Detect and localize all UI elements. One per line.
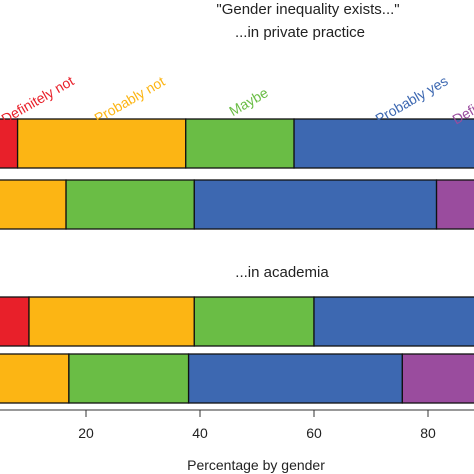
bar-segment-maybe [193,296,315,347]
chart-subtitle-academia: ...in academia [235,264,329,281]
bar-segment-probably-yes [187,353,404,404]
x-tick-label: 20 [78,425,94,441]
bar-segment-maybe [68,353,190,404]
bar-segment-definitely-yes [401,353,474,404]
bar-segment-probably-yes [193,179,438,230]
category-label-definitely-yes: Definitely yes [449,72,474,127]
bar-segment-probably-not [0,353,70,404]
bar-segment-maybe [65,179,195,230]
chart-title: "Gender inequality exists..." [216,1,399,18]
x-tick-label: 40 [192,425,208,441]
bars-layer [0,118,474,404]
x-axis-label: Percentage by gender [187,457,325,473]
bar-segment-definitely-not [0,296,30,347]
bar-segment-definitely-not [0,118,19,169]
x-tick-label: 60 [306,425,322,441]
bar-segment-maybe [185,118,295,169]
bar-segment-probably-not [16,118,187,169]
category-label-probably-not: Probably not [91,73,167,126]
bar-segment-probably-yes [313,296,474,347]
bar-segment-probably-yes [293,118,474,169]
bar-segment-probably-not [28,296,195,347]
x-tick-label: 80 [420,425,436,441]
bar-segment-definitely-yes [435,179,474,230]
chart-subtitle-private: ...in private practice [235,24,365,41]
x-axis: 20 40 60 80 [0,409,474,441]
bar-segment-probably-not [0,179,67,230]
category-label-maybe: Maybe [226,84,271,119]
